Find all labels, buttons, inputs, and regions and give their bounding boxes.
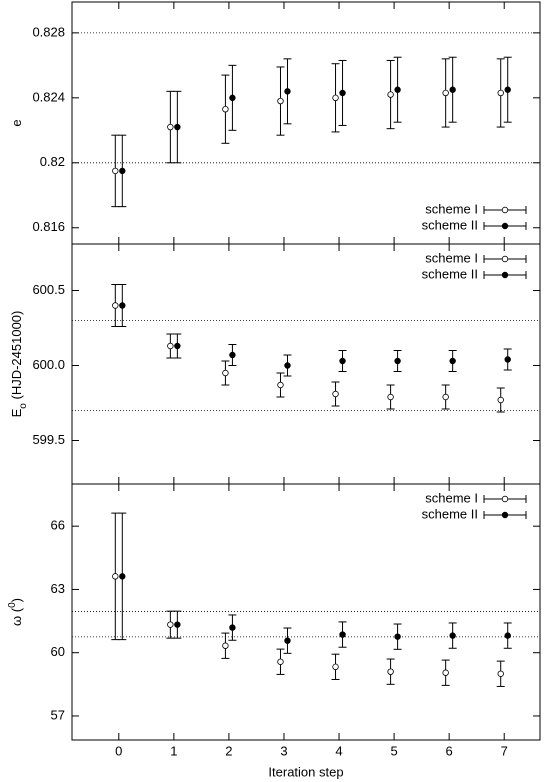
data-point [174,621,181,628]
data-point [222,369,229,377]
y-axis-label: ω (0) [7,598,24,626]
data-point [394,357,401,365]
data-point [174,342,181,350]
data-point [174,123,181,131]
y-axis-label-part: ω ( [9,607,24,626]
data-point [497,396,504,404]
data-point [222,642,229,649]
legend-marker [501,206,509,214]
y-axis-label-part: o [18,403,29,409]
y-tick-label: 600.5 [32,282,65,297]
data-point [277,97,284,105]
y-axis-label-part: 0 [7,602,18,608]
legend-marker [501,511,509,519]
data-point [339,631,346,638]
legend-marker [501,222,509,230]
x-tick-label: 4 [335,743,342,758]
data-point [442,669,449,676]
data-point [277,381,284,389]
y-axis-label-part: e [9,119,24,126]
legend-label: scheme I [425,490,478,505]
y-tick-label: 0.82 [40,154,65,169]
x-tick-label: 0 [115,743,122,758]
y-tick-label: 599.5 [32,432,65,447]
data-point [497,670,504,677]
data-point [229,94,236,102]
legend-marker [501,255,509,263]
data-point [284,88,291,95]
data-point [284,362,291,369]
data-point [222,105,229,113]
data-point [442,89,449,97]
data-point [339,357,346,365]
data-point [449,86,456,93]
data-point [332,390,339,398]
data-point [119,167,126,175]
data-point [119,302,126,309]
data-point [112,573,119,580]
legend-label: scheme II [422,506,478,521]
data-point [387,668,394,675]
data-point [394,633,401,640]
data-point [497,89,504,97]
data-point [449,357,456,365]
y-axis-label-part: (HJD-2451000) [9,311,24,404]
x-axis-label: Iteration step [268,764,343,779]
data-point [387,91,394,98]
y-tick-label: 0.824 [32,89,65,104]
legend-label: scheme I [425,201,478,216]
legend-label: scheme I [425,250,478,265]
data-point [112,302,119,309]
legend-marker [501,271,509,279]
legend-label: scheme II [422,217,478,232]
x-tick-label: 7 [501,743,508,758]
x-tick-label: 6 [446,743,453,758]
y-tick-label: 57 [51,707,65,722]
y-tick-label: 60 [51,644,65,659]
data-point [504,86,511,93]
y-tick-label: 600.0 [32,357,65,372]
data-point [167,123,174,131]
data-point [112,167,119,175]
data-point [332,663,339,671]
data-point [277,658,284,665]
data-point [229,624,236,631]
y-tick-label: 0.828 [32,24,65,39]
y-axis-label-part: ) [9,598,24,602]
y-tick-label: 63 [51,581,65,596]
data-point [504,356,511,363]
data-point [339,89,346,97]
y-axis-label: e [9,119,24,126]
data-point [119,573,126,580]
data-point [387,393,394,401]
legend-label: scheme II [422,266,478,281]
x-tick-label: 2 [225,743,232,758]
y-axis-label: Eo (HJD-2451000) [9,311,29,418]
data-point [394,86,401,93]
data-point [284,637,291,644]
y-tick-label: 66 [51,518,65,533]
x-tick-label: 1 [170,743,177,758]
data-point [167,621,174,628]
data-point [449,632,456,639]
data-point [442,393,449,401]
plot-frame [71,483,541,741]
data-point [167,342,174,350]
data-point [229,351,236,359]
data-point [332,94,339,102]
x-tick-label: 5 [390,743,397,758]
x-tick-label: 3 [280,743,287,758]
legend-marker [501,495,509,503]
y-axis-label-part: E [9,408,24,417]
data-point [504,632,511,639]
y-tick-label: 0.816 [32,219,65,234]
